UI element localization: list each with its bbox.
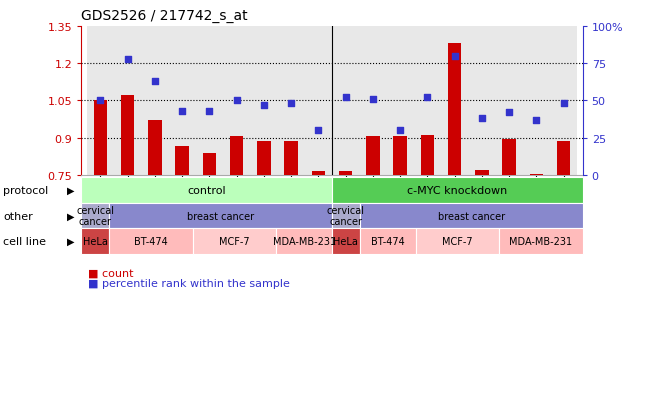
Point — [504, 110, 514, 116]
Bar — [121, 96, 135, 361]
Point — [150, 78, 160, 85]
Text: ▶: ▶ — [67, 185, 75, 195]
Bar — [223, 27, 250, 176]
Bar — [196, 27, 223, 176]
Text: MCF-7: MCF-7 — [442, 237, 473, 247]
Text: HeLa: HeLa — [333, 237, 358, 247]
Bar — [175, 147, 189, 361]
Bar — [503, 140, 516, 361]
Text: c-MYC knockdown: c-MYC knockdown — [408, 185, 507, 195]
Text: control: control — [187, 185, 226, 195]
Point — [313, 128, 324, 134]
Text: GDS2526 / 217742_s_at: GDS2526 / 217742_s_at — [81, 9, 248, 23]
Text: other: other — [3, 211, 33, 221]
Bar — [230, 137, 243, 361]
Bar — [169, 27, 196, 176]
Bar — [475, 171, 489, 361]
Bar — [421, 136, 434, 361]
Point — [559, 101, 569, 107]
Text: breast cancer: breast cancer — [187, 211, 254, 221]
Bar — [359, 27, 387, 176]
Point — [258, 102, 269, 109]
Bar — [148, 121, 161, 361]
Bar — [441, 27, 468, 176]
Point — [422, 95, 432, 102]
Text: cell line: cell line — [3, 237, 46, 247]
Bar — [550, 27, 577, 176]
Text: HeLa: HeLa — [83, 237, 107, 247]
Point — [232, 98, 242, 104]
Bar — [277, 27, 305, 176]
Text: breast cancer: breast cancer — [437, 211, 505, 221]
Bar — [332, 27, 359, 176]
Bar — [114, 27, 141, 176]
Text: MDA-MB-231: MDA-MB-231 — [273, 237, 336, 247]
Bar — [495, 27, 523, 176]
Bar — [393, 137, 407, 361]
Point — [477, 116, 487, 122]
Text: BT-474: BT-474 — [371, 237, 404, 247]
Point — [286, 101, 296, 107]
Point — [204, 108, 215, 115]
Text: ▶: ▶ — [67, 237, 75, 247]
Bar — [523, 27, 550, 176]
Bar — [557, 142, 570, 361]
Bar — [94, 101, 107, 361]
Bar — [339, 172, 352, 361]
Bar — [468, 27, 495, 176]
Text: ■ percentile rank within the sample: ■ percentile rank within the sample — [88, 278, 290, 288]
Point — [449, 53, 460, 60]
Bar — [387, 27, 414, 176]
Bar — [87, 27, 114, 176]
Text: ▶: ▶ — [67, 211, 75, 221]
Point — [395, 128, 406, 134]
Bar — [312, 172, 326, 361]
Bar — [529, 174, 543, 361]
Text: protocol: protocol — [3, 185, 49, 195]
Bar — [202, 153, 216, 361]
Bar — [250, 27, 277, 176]
Bar — [448, 44, 462, 361]
Bar — [414, 27, 441, 176]
Point — [95, 98, 105, 104]
Point — [368, 96, 378, 103]
Text: MCF-7: MCF-7 — [219, 237, 250, 247]
Bar — [366, 137, 380, 361]
Bar — [305, 27, 332, 176]
Bar — [141, 27, 169, 176]
Text: MDA-MB-231: MDA-MB-231 — [509, 237, 572, 247]
Text: cervical
cancer: cervical cancer — [76, 205, 115, 227]
Text: ■ count: ■ count — [88, 268, 133, 278]
Point — [531, 117, 542, 124]
Text: cervical
cancer: cervical cancer — [327, 205, 365, 227]
Text: BT-474: BT-474 — [134, 237, 168, 247]
Point — [177, 108, 187, 115]
Point — [340, 95, 351, 102]
Bar — [257, 142, 271, 361]
Bar — [284, 142, 298, 361]
Point — [122, 56, 133, 63]
